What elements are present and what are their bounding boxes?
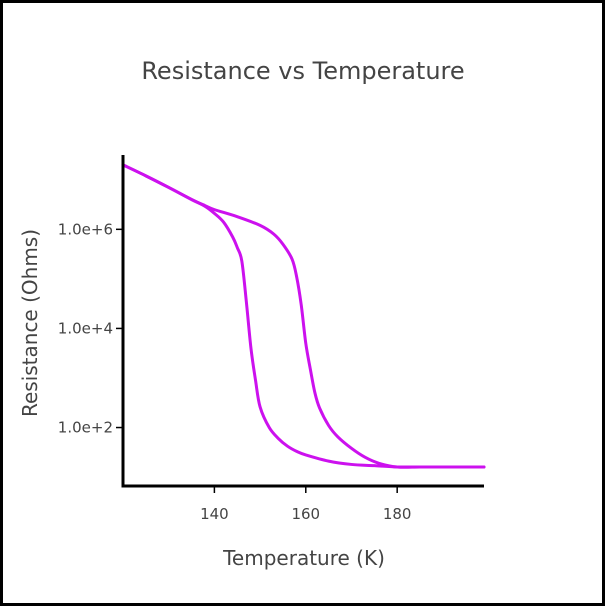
y-axis-title: Resistance (Ohms) (18, 229, 42, 417)
series-curves (121, 163, 486, 469)
chart-title: Resistance vs Temperature (141, 57, 464, 85)
resistance-temperature-chart: Resistance vs Temperature 140 160 180 1.0e… (18, 57, 486, 570)
x-axis-ticks: 140 160 180 (200, 487, 411, 523)
y-tick-label: 1.0e+6 (58, 220, 113, 238)
plot-area: 140 160 180 1.0e+2 1.0e+4 1.0e+6 (58, 155, 486, 523)
chart-frame: Resistance vs Temperature 140 160 180 1.0e… (3, 3, 602, 603)
y-tick-label: 1.0e+4 (58, 319, 113, 337)
x-tick-label: 140 (200, 505, 229, 523)
series-line-heating (121, 163, 486, 469)
y-axis-ticks: 1.0e+2 1.0e+4 1.0e+6 (58, 220, 123, 437)
y-tick-label: 1.0e+2 (58, 419, 113, 437)
x-tick-label: 180 (383, 505, 412, 523)
x-tick-label: 160 (291, 505, 320, 523)
x-axis-title: Temperature (K) (222, 546, 385, 570)
